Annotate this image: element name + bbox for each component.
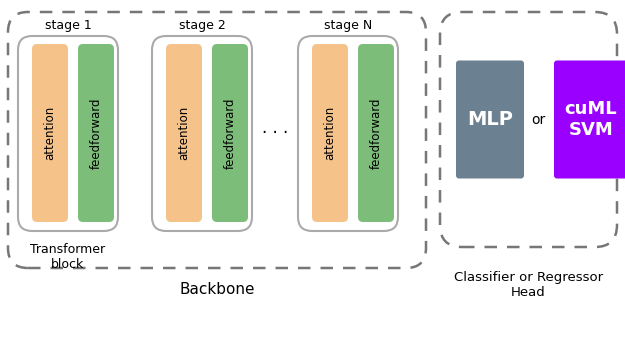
Text: attention: attention: [44, 106, 56, 160]
FancyBboxPatch shape: [152, 36, 252, 231]
FancyBboxPatch shape: [358, 44, 394, 222]
Text: Classifier or Regressor
Head: Classifier or Regressor Head: [454, 271, 603, 299]
Text: stage 1: stage 1: [44, 20, 91, 32]
FancyBboxPatch shape: [166, 44, 202, 222]
Text: attention: attention: [177, 106, 191, 160]
Text: · · ·: · · ·: [262, 125, 288, 142]
Text: stage 2: stage 2: [179, 20, 226, 32]
FancyBboxPatch shape: [212, 44, 248, 222]
FancyBboxPatch shape: [32, 44, 68, 222]
Text: Backbone: Backbone: [179, 283, 255, 297]
Text: Transformer
block: Transformer block: [31, 243, 106, 271]
Text: feedforward: feedforward: [224, 97, 236, 169]
FancyBboxPatch shape: [554, 60, 625, 178]
Text: feedforward: feedforward: [369, 97, 382, 169]
FancyBboxPatch shape: [440, 12, 617, 247]
Text: feedforward: feedforward: [89, 97, 102, 169]
FancyBboxPatch shape: [8, 12, 426, 268]
Text: attention: attention: [324, 106, 336, 160]
Text: cuML
SVM: cuML SVM: [565, 100, 618, 139]
FancyBboxPatch shape: [298, 36, 398, 231]
FancyBboxPatch shape: [456, 60, 524, 178]
Text: stage N: stage N: [324, 20, 372, 32]
FancyBboxPatch shape: [312, 44, 348, 222]
Text: or: or: [531, 112, 545, 127]
Text: MLP: MLP: [467, 110, 513, 129]
FancyBboxPatch shape: [18, 36, 118, 231]
FancyBboxPatch shape: [78, 44, 114, 222]
